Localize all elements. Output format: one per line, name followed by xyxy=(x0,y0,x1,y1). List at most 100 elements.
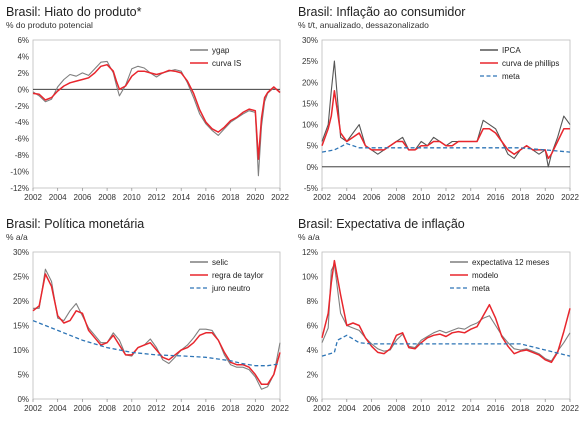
y-tick-label: 0% xyxy=(17,395,29,404)
x-tick-label: 2008 xyxy=(388,193,406,202)
y-tick-label: 0% xyxy=(306,163,318,172)
y-tick-label: 20% xyxy=(302,78,318,87)
y-tick-label: 4% xyxy=(17,52,29,61)
y-tick-label: 10% xyxy=(13,346,29,355)
y-tick-label: 8% xyxy=(306,297,318,306)
x-tick-label: 2014 xyxy=(172,193,190,202)
y-tick-label: -2% xyxy=(15,102,29,111)
chart-title: Brasil: Inflação ao consumidor xyxy=(298,5,466,19)
series-line-curva-is xyxy=(32,63,281,160)
chart-subtitle: % do produto potencial xyxy=(6,20,93,30)
legend-label: IPCA xyxy=(502,46,521,55)
x-tick-label: 2002 xyxy=(313,404,331,413)
x-tick-label: 2006 xyxy=(363,193,381,202)
chart-svg-hiato: -12% -10% -8% -6% -4% -2% 0% 2% 4% 6% 2002 2004 2006… xyxy=(10,36,289,202)
series-line-expectativa-12-meses xyxy=(321,263,571,362)
x-tick-label: 2008 xyxy=(98,404,116,413)
x-tick-label: 2016 xyxy=(487,193,505,202)
x-tick-label: 2002 xyxy=(24,404,42,413)
x-tick-label: 2010 xyxy=(123,404,141,413)
y-tick-label: 2% xyxy=(17,69,29,78)
legend-label: selic xyxy=(212,258,228,267)
x-tick-label: 2008 xyxy=(98,193,116,202)
x-tick-label: 2014 xyxy=(172,404,190,413)
legend-label: ygap xyxy=(212,46,230,55)
chart-subtitle: % t/t, anualizado, dessazonalizado xyxy=(298,20,429,30)
x-tick-label: 2012 xyxy=(437,404,455,413)
x-tick-label: 2006 xyxy=(74,193,92,202)
x-tick-label: 2006 xyxy=(363,404,381,413)
y-tick-label: 4% xyxy=(306,346,318,355)
x-tick-label: 2018 xyxy=(512,404,530,413)
legend-label: curva IS xyxy=(212,59,241,68)
legend-label: modelo xyxy=(472,271,499,280)
series-line-ygap xyxy=(32,60,281,177)
y-tick-label: 25% xyxy=(302,57,318,66)
x-tick-label: 2018 xyxy=(222,404,240,413)
x-tick-label: 2004 xyxy=(338,193,356,202)
x-tick-label: 2012 xyxy=(148,404,166,413)
y-tick-label: 0% xyxy=(306,395,318,404)
x-tick-label: 2008 xyxy=(388,404,406,413)
x-tick-label: 2010 xyxy=(412,193,430,202)
y-tick-label: 6% xyxy=(306,322,318,331)
chart-panel-hiato: Brasil: Hiato do produto* % do produto p… xyxy=(0,0,290,215)
legend-label: meta xyxy=(472,284,490,293)
y-tick-label: 5% xyxy=(17,371,29,380)
y-tick-label: 30% xyxy=(302,36,318,45)
x-tick-label: 2020 xyxy=(246,404,264,413)
legend-label: curva de phillips xyxy=(502,59,559,68)
series-line-meta xyxy=(321,142,571,153)
y-tick-label: -4% xyxy=(15,118,29,127)
y-tick-label: 15% xyxy=(302,99,318,108)
y-tick-label: -6% xyxy=(15,135,29,144)
x-tick-label: 2018 xyxy=(512,193,530,202)
legend-label: meta xyxy=(502,72,520,81)
series-line-juro-neutro xyxy=(32,319,281,367)
y-tick-label: 12% xyxy=(302,248,318,257)
x-tick-label: 2012 xyxy=(437,193,455,202)
y-tick-label: 6% xyxy=(17,36,29,45)
x-tick-label: 2022 xyxy=(561,193,579,202)
y-tick-label: 25% xyxy=(13,273,29,282)
chart-title: Brasil: Hiato do produto* xyxy=(6,5,142,19)
chart-svg-monetaria: 0% 5% 10% 15% 20% 25% 30% 2002 2004 2006 2008 2010 2… xyxy=(13,248,289,413)
chart-title: Brasil: Expectativa de inflação xyxy=(298,217,465,231)
x-tick-label: 2004 xyxy=(49,193,67,202)
x-tick-label: 2006 xyxy=(74,404,92,413)
series-line-modelo xyxy=(321,259,571,364)
y-tick-label: 15% xyxy=(13,322,29,331)
x-tick-label: 2010 xyxy=(123,193,141,202)
x-tick-label: 2010 xyxy=(412,404,430,413)
chart-panel-inflacao: Brasil: Inflação ao consumidor % t/t, an… xyxy=(290,0,580,215)
x-tick-label: 2022 xyxy=(271,404,289,413)
chart-svg-expectativa: 0% 2% 4% 6% 8% 10% 12% 2002 2004 2006 2008 2010 2012… xyxy=(302,248,579,413)
y-tick-label: -12% xyxy=(10,184,29,193)
x-tick-label: 2020 xyxy=(246,193,264,202)
legend-label: expectativa 12 meses xyxy=(472,258,549,267)
chart-panel-expectativa: Brasil: Expectativa de inflação % a/a 0%… xyxy=(290,214,580,429)
y-tick-label: -10% xyxy=(10,168,29,177)
legend-label: juro neutro xyxy=(211,284,251,293)
y-tick-label: -5% xyxy=(304,184,318,193)
x-tick-label: 2002 xyxy=(313,193,331,202)
y-tick-label: 20% xyxy=(13,297,29,306)
series-line-meta xyxy=(321,334,571,357)
y-tick-label: 10% xyxy=(302,273,318,282)
x-tick-label: 2020 xyxy=(536,193,554,202)
y-tick-label: 10% xyxy=(302,121,318,130)
chart-panel-monetaria: Brasil: Política monetária % a/a 0% 5% 10%… xyxy=(0,214,290,429)
x-tick-label: 2016 xyxy=(197,404,215,413)
x-tick-label: 2022 xyxy=(561,404,579,413)
x-tick-label: 2014 xyxy=(462,404,480,413)
y-tick-label: 5% xyxy=(306,142,318,151)
y-tick-label: 30% xyxy=(13,248,29,257)
chart-title: Brasil: Política monetária xyxy=(6,217,145,231)
y-tick-label: 0% xyxy=(17,85,29,94)
series-line-curva-de-phillips xyxy=(321,89,570,160)
y-tick-label: 2% xyxy=(306,371,318,380)
x-tick-label: 2004 xyxy=(49,404,67,413)
series-line-ipca xyxy=(321,60,571,168)
chart-subtitle: % a/a xyxy=(6,232,28,242)
x-tick-label: 2016 xyxy=(197,193,215,202)
